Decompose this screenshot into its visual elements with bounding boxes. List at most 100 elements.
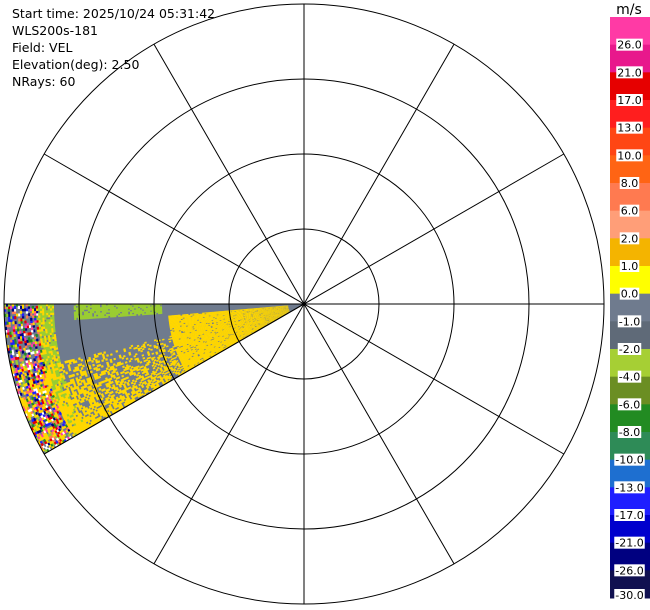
velocity-bin — [214, 311, 217, 313]
velocity-bin — [181, 347, 185, 350]
velocity-bin — [118, 314, 121, 317]
velocity-bin — [187, 347, 191, 350]
velocity-bin — [175, 372, 179, 375]
velocity-bin — [218, 332, 222, 335]
velocity-bin — [270, 312, 274, 314]
velocity-bin — [141, 381, 145, 385]
velocity-bin — [272, 316, 275, 319]
velocity-bin — [260, 310, 263, 312]
velocity-bin — [234, 328, 237, 331]
velocity-bin — [284, 309, 287, 310]
velocity-bin — [244, 331, 247, 334]
velocity-bin — [282, 307, 285, 309]
velocity-bin — [214, 337, 217, 340]
velocity-bin — [234, 338, 237, 341]
velocity-bin — [207, 346, 210, 349]
velocity-bin — [119, 308, 123, 311]
velocity-bin — [256, 319, 259, 321]
velocity-bin — [225, 339, 229, 342]
velocity-bin — [161, 381, 165, 384]
velocity-bin — [254, 320, 258, 322]
velocity-bin — [194, 357, 198, 360]
velocity-bin — [266, 312, 269, 313]
velocity-bin — [270, 317, 274, 320]
velocity-bin — [155, 345, 159, 348]
velocity-bin — [227, 342, 230, 344]
velocity-bin — [226, 324, 229, 326]
velocity-bin — [115, 308, 119, 311]
velocity-bin — [221, 327, 224, 329]
velocity-bin — [258, 311, 261, 313]
velocity-bin — [233, 309, 237, 311]
velocity-bin — [115, 364, 119, 367]
velocity-bin — [211, 330, 215, 333]
velocity-bin — [201, 344, 205, 347]
velocity-bin — [278, 315, 282, 318]
velocity-bin — [286, 308, 289, 310]
velocity-bin — [159, 376, 163, 379]
velocity-bin — [245, 325, 249, 328]
velocity-bin — [243, 326, 247, 328]
velocity-bin — [285, 311, 288, 313]
velocity-bin — [272, 316, 275, 318]
velocity-bin — [201, 353, 205, 356]
velocity-bin — [203, 337, 206, 340]
velocity-bin — [230, 331, 234, 333]
velocity-bin — [265, 315, 268, 317]
velocity-bin — [129, 312, 133, 315]
velocity-bin — [252, 311, 255, 313]
velocity-bin — [224, 336, 227, 339]
velocity-bin — [257, 327, 261, 330]
velocity-bin — [241, 335, 244, 338]
velocity-bin — [181, 352, 184, 355]
velocity-bin — [210, 335, 214, 337]
velocity-bin — [261, 315, 264, 317]
velocity-bin — [234, 329, 238, 332]
velocity-bin — [260, 314, 264, 316]
velocity-bin — [99, 308, 103, 312]
velocity-bin — [254, 314, 258, 316]
velocity-bin — [135, 308, 139, 310]
velocity-bin — [269, 319, 272, 321]
velocity-bin — [248, 331, 252, 334]
velocity-bin — [203, 352, 206, 355]
velocity-bin — [211, 346, 215, 349]
velocity-bin — [21, 313, 25, 317]
velocity-bin — [183, 347, 187, 350]
velocity-bin — [178, 357, 182, 360]
velocity-bin — [247, 316, 250, 319]
velocity-bin — [261, 315, 264, 317]
velocity-bin — [243, 334, 246, 337]
velocity-bin — [237, 332, 241, 334]
velocity-bin — [132, 314, 135, 317]
velocity-bin — [228, 324, 231, 326]
velocity-bin — [248, 314, 252, 316]
velocity-bin — [263, 321, 266, 323]
velocity-bin — [117, 391, 121, 395]
velocity-bin — [179, 326, 183, 329]
velocity-bin — [217, 336, 221, 338]
velocity-bin — [111, 305, 115, 308]
velocity-bin — [213, 329, 216, 331]
velocity-bin — [278, 311, 282, 313]
velocity-bin — [263, 321, 266, 323]
velocity-bin — [18, 318, 21, 322]
velocity-bin — [249, 308, 253, 310]
velocity-bin — [238, 322, 241, 324]
velocity-bin — [127, 379, 131, 383]
velocity-bin — [287, 310, 290, 312]
velocity-bin — [273, 314, 277, 317]
velocity-bin — [260, 323, 263, 326]
velocity-bin — [241, 326, 245, 328]
velocity-bin — [199, 354, 203, 357]
velocity-bin — [191, 356, 195, 359]
velocity-bin — [206, 349, 209, 352]
velocity-bin — [182, 349, 185, 352]
velocity-bin — [212, 344, 216, 347]
velocity-bin — [190, 316, 193, 318]
velocity-bin — [271, 314, 274, 316]
velocity-bin — [187, 345, 190, 348]
velocity-bin — [274, 308, 277, 310]
velocity-bin — [239, 325, 242, 328]
velocity-bin — [215, 328, 218, 331]
